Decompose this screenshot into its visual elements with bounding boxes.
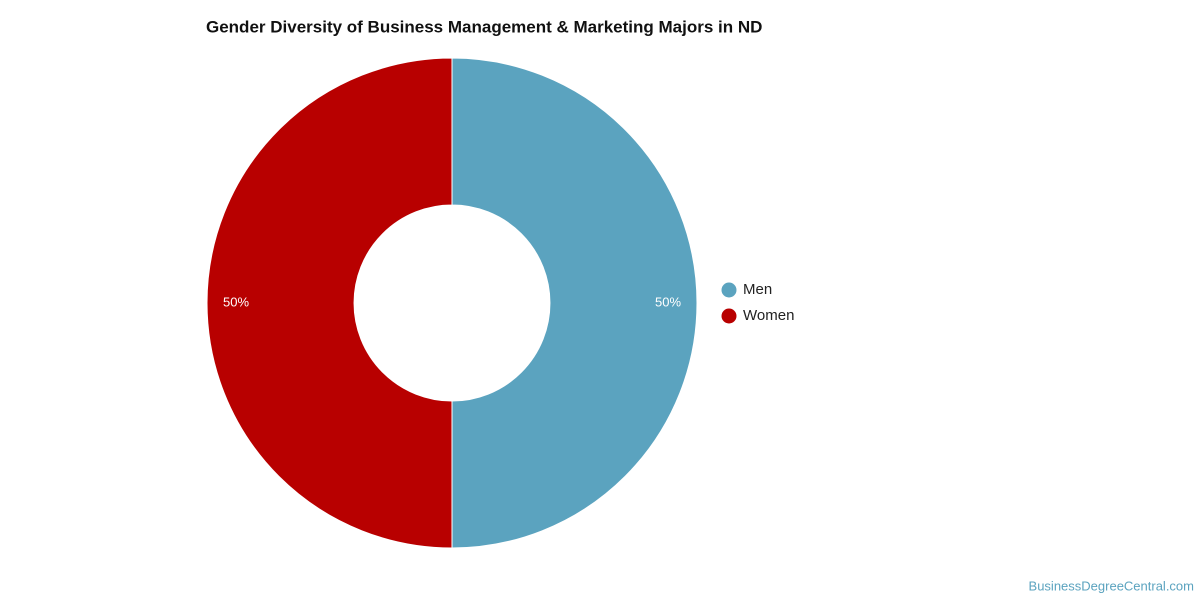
- value-label: 50%: [223, 294, 249, 309]
- chart-title: Gender Diversity of Business Management …: [206, 17, 762, 36]
- source: BusinessDegreeCentral.com: [1029, 578, 1194, 593]
- legend-swatch: [721, 282, 737, 298]
- legend-label: Women: [743, 307, 794, 324]
- value-label: 50%: [655, 294, 681, 309]
- legend-swatch: [721, 308, 737, 324]
- slice: [206, 57, 453, 549]
- legend-label: Men: [743, 281, 772, 298]
- slice: [451, 57, 698, 549]
